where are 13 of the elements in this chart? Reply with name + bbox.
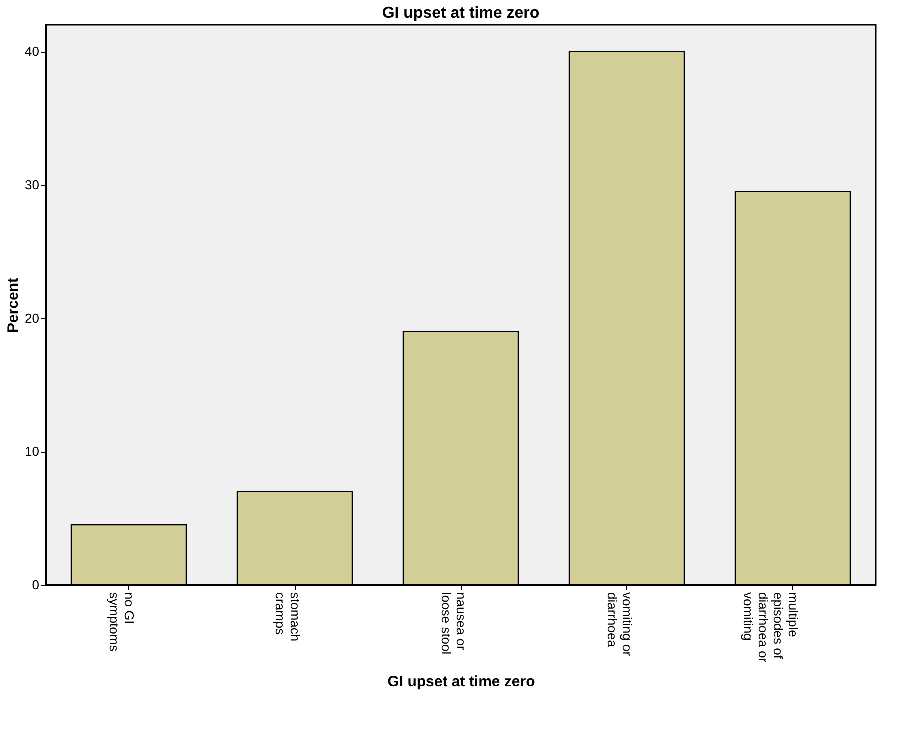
x-tick-label: stomach cramps	[273, 592, 303, 642]
y-tick-label: 10	[25, 444, 40, 460]
y-tick-label: 30	[25, 178, 40, 192]
y-tick-label: 40	[25, 44, 40, 60]
y-tick-label: 0	[32, 578, 40, 592]
y-axis-title: Percent	[5, 278, 22, 334]
x-tick-label: multiple episodes of diarrhoea or vomiting	[741, 592, 801, 664]
x-tick-label: vomiting or diarrhoea	[605, 592, 635, 657]
x-axis-title: GI upset at time zero	[388, 674, 536, 691]
x-tick-label: no GI symptoms	[107, 592, 137, 652]
x-tick-label: nausea or loose stool	[439, 592, 469, 655]
chart-title: GI upset at time zero	[382, 5, 540, 22]
y-tick-label: 20	[25, 310, 40, 326]
